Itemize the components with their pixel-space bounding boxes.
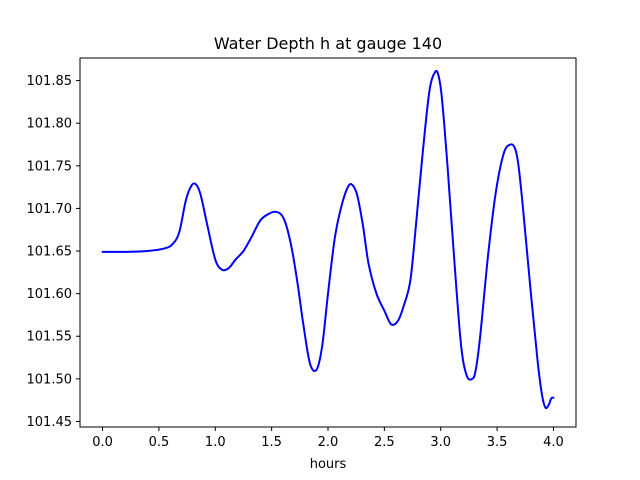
y-tick-label: 101.80 — [27, 117, 73, 132]
chart-title: Water Depth h at gauge 140 — [214, 34, 442, 53]
x-tick-label: 1.0 — [205, 435, 226, 450]
plot-frame — [79, 57, 577, 428]
x-tick-label: 2.5 — [374, 435, 395, 450]
x-tick-label: 3.5 — [487, 435, 508, 450]
y-tick-label: 101.60 — [27, 287, 73, 302]
y-axis: 101.45 101.50 101.55 101.60 101.65 101.70 101.… — [27, 74, 80, 430]
x-tick-label: 2.0 — [318, 435, 339, 450]
y-tick-label: 101.50 — [27, 372, 73, 387]
y-tick-label: 101.45 — [27, 415, 73, 430]
x-tick-label: 0.0 — [92, 435, 113, 450]
plot-series — [101, 69, 555, 410]
y-tick-label: 101.55 — [27, 330, 73, 345]
x-tick-label: 1.5 — [261, 435, 282, 450]
y-tick-label: 101.70 — [27, 202, 73, 217]
y-tick-label: 101.85 — [27, 74, 73, 89]
y-tick-label: 101.65 — [27, 245, 73, 260]
x-axis: 0.0 0.5 1.0 1.5 2.0 2.5 3.0 3.5 4.0 — [92, 427, 564, 450]
x-tick-label: 4.0 — [543, 435, 564, 450]
y-tick-label: 101.75 — [27, 159, 73, 174]
series-line — [101, 69, 555, 410]
x-tick-label: 3.0 — [430, 435, 451, 450]
x-tick-label: 0.5 — [149, 435, 170, 450]
x-axis-label: hours — [310, 457, 347, 472]
